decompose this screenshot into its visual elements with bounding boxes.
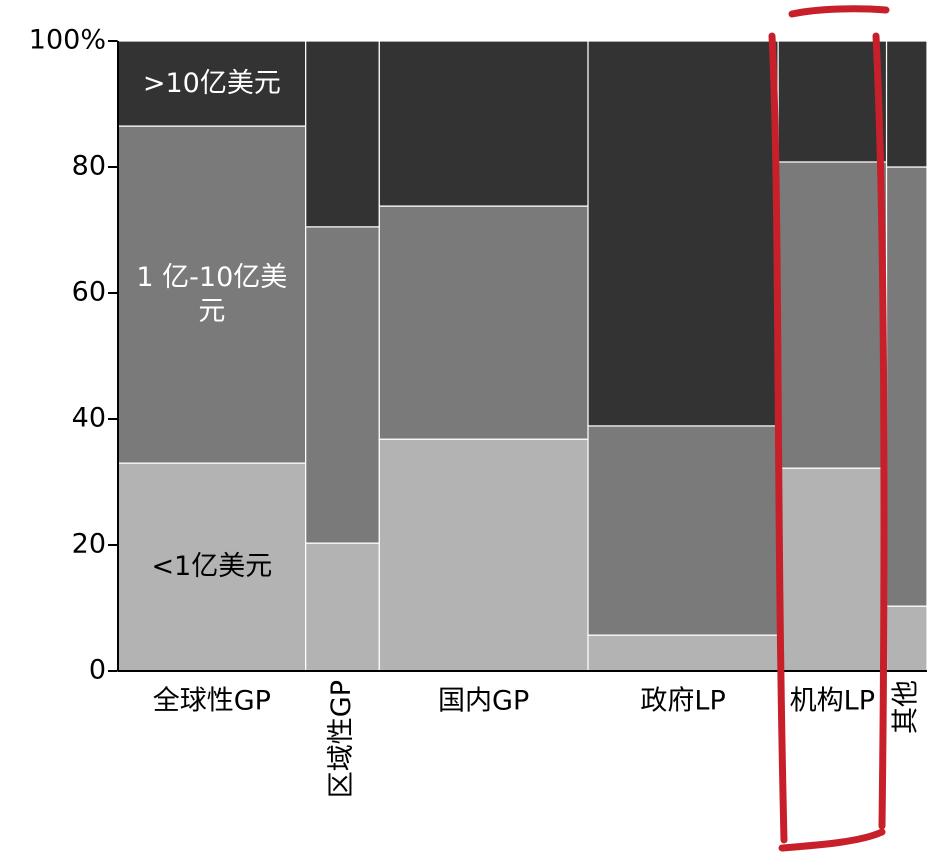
y-tick-label: 100% xyxy=(29,25,106,56)
bar-segment xyxy=(587,634,779,672)
bar-segment xyxy=(777,161,888,469)
bar-segment xyxy=(587,425,779,636)
bar-segment xyxy=(885,605,928,672)
y-tick-label: 20 xyxy=(72,529,106,560)
y-tick-label: 60 xyxy=(72,277,106,308)
x-tick-label: 其他 xyxy=(890,680,921,734)
bar-segment xyxy=(305,40,380,228)
bar-segment xyxy=(587,40,779,427)
bar-segment xyxy=(378,40,589,207)
bar-segment xyxy=(777,467,888,672)
y-tick-label: 80 xyxy=(72,151,106,182)
bar-segment xyxy=(305,542,380,672)
x-tick-label: 全球性GP xyxy=(153,686,271,717)
annotation-bracket xyxy=(768,5,890,852)
series-label: <1亿美元 xyxy=(151,551,273,583)
bar-segment xyxy=(117,40,307,127)
series-label: 1 亿-10亿美元 xyxy=(136,261,288,327)
y-tick-label: 40 xyxy=(72,403,106,434)
bar-segment xyxy=(777,40,888,163)
bar-segment xyxy=(305,226,380,544)
bar-segment xyxy=(378,205,589,440)
x-tick-label: 国内GP xyxy=(438,686,529,717)
x-tick-label: 区域性GP xyxy=(326,680,357,798)
x-tick-label: 政府LP xyxy=(640,686,725,717)
bar-segment xyxy=(885,166,928,607)
bar-segment xyxy=(885,40,928,168)
bar-segment xyxy=(378,438,589,672)
x-tick-label: 机构LP xyxy=(790,686,875,717)
y-tick-label: 0 xyxy=(89,655,106,686)
series-label: >10亿美元 xyxy=(142,67,281,99)
